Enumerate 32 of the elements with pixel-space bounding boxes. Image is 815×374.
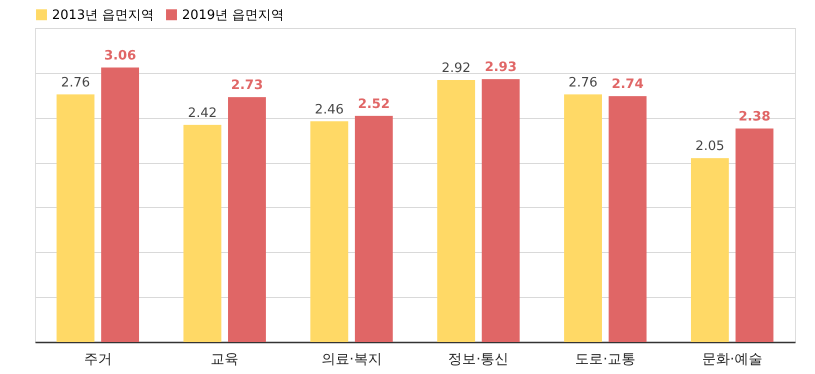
bar [228,97,266,342]
x-tick-label: 의료·복지 [321,352,382,368]
legend-label: 2013년 읍면지역 [52,8,154,23]
x-tick-label: 도로·교통 [575,352,636,368]
bar [56,94,94,342]
data-label: 2.42 [188,106,217,121]
bar [736,128,774,342]
data-label: 2.73 [230,78,264,94]
legend-label: 2019년 읍면지역 [182,8,284,23]
data-label: 2.92 [442,61,471,76]
bar [608,96,647,342]
data-label: 2.93 [484,60,517,76]
data-label: 2.46 [314,102,344,118]
bar [690,158,729,342]
data-label: 2.76 [61,75,90,90]
data-label: 2.38 [738,109,771,124]
x-tick-label: 교육 [210,352,239,368]
x-tick-label: 정보·통신 [448,352,509,368]
data-label: 2.05 [695,139,724,154]
data-label: 2.52 [358,96,390,112]
bar [482,79,520,342]
data-label: 3.06 [104,48,136,64]
bar [354,116,393,342]
bar [183,124,222,342]
x-tick-label: 문화·예술 [702,352,762,368]
x-tick-label: 주거 [84,352,112,368]
data-label: 2.76 [568,75,598,90]
bar [437,80,476,342]
bar [101,67,140,342]
data-label: 2.74 [612,77,644,92]
bar [310,121,348,342]
bar [564,94,602,342]
